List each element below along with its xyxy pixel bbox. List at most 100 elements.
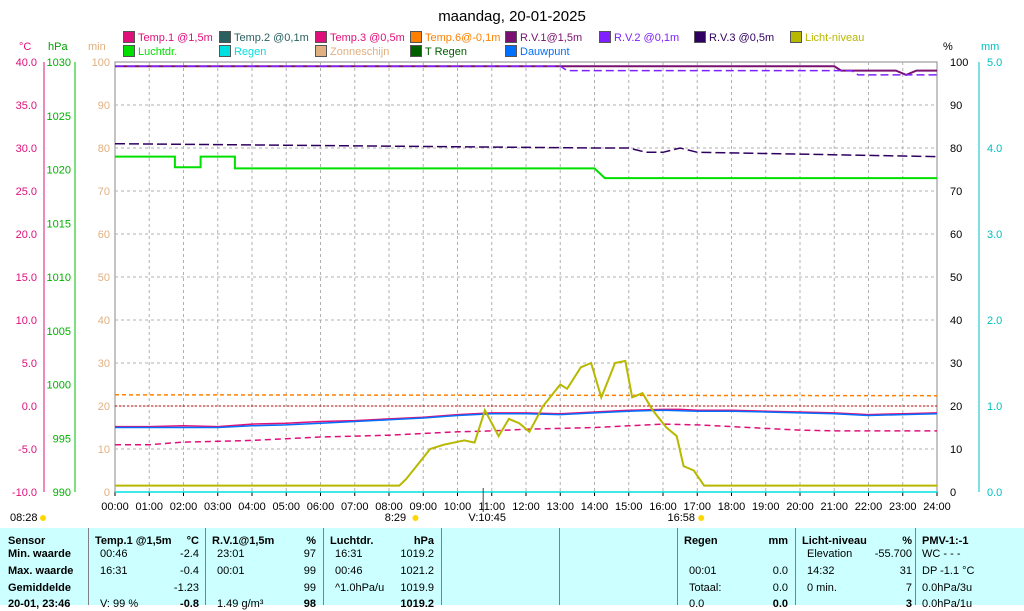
legend-item-luchtdr: Luchtdr. [123, 45, 177, 58]
minutes-tick-label: 20 [98, 401, 110, 413]
x-tick-label: 09:00 [409, 501, 437, 513]
pressure-tick-label: 990 [53, 487, 71, 499]
regen-header: Regen [684, 535, 718, 547]
table-row-label: Max. waarde [8, 565, 74, 577]
series-line-rv1 [115, 65, 937, 76]
x-tick-label: 16:00 [649, 501, 677, 513]
legend-label: Zonneschijn [330, 46, 390, 58]
chart-axes: °C hPa min% mm 40.0 35.0 30.0 25.0 20.0 15.0 10.0 5… [12, 41, 1002, 513]
temp1-value: -1.23 [173, 582, 199, 594]
legend-label: Temp.6@-0,1m [425, 32, 501, 44]
temp-tick-label: 30.0 [16, 143, 37, 155]
minutes-tick-label: 80 [98, 143, 110, 155]
sun-icon [40, 515, 46, 521]
humidity-tick-label: 100 [950, 57, 968, 69]
table-divider [323, 528, 324, 605]
temp-tick-label: 10.0 [16, 315, 37, 327]
legend-swatch [694, 31, 706, 43]
marker-label: V:10:45 [468, 512, 506, 524]
minutes-tick-label: 60 [98, 229, 110, 241]
legend-swatch [505, 31, 517, 43]
luchtdr-time: ^1.0hPa/u [335, 582, 385, 594]
table-row-label: Gemiddelde [8, 582, 71, 594]
licht-value: 31 [899, 565, 912, 577]
humidity-tick-label: 0 [950, 487, 956, 499]
x-tick-label: 03:00 [204, 501, 232, 513]
x-tick-label: 24:00 [923, 501, 951, 513]
weather-chart: maandag, 20-01-2025 °C hPa min% mm 40.0 35.0 3… [10, 8, 1002, 524]
pressure-tick-label: 1030 [47, 57, 71, 69]
temp-tick-label: -5.0 [18, 444, 37, 456]
rv1-value: 97 [303, 548, 316, 560]
marker-label: 16:58 [667, 512, 695, 524]
humidity-axis-unit: % [943, 41, 953, 53]
legend-swatch [315, 31, 327, 43]
pmv-value: DP -1.1 °C [922, 565, 975, 577]
marker-label: 08:28 [10, 512, 38, 524]
licht-unit: % [902, 535, 912, 547]
legend-item-rv2: R.V.2 @0,1m [599, 31, 679, 44]
legend-swatch [505, 45, 517, 57]
temp1-value: -0.4 [180, 565, 199, 577]
humidity-tick-label: 30 [950, 358, 962, 370]
temp-tick-label: 35.0 [16, 100, 37, 112]
temp-axis-unit: °C [19, 41, 31, 53]
legend-swatch [790, 31, 802, 43]
legend-swatch [219, 31, 231, 43]
pmv-value: WC - - - [922, 548, 961, 560]
table-divider [915, 528, 916, 605]
temp-tick-label: 25.0 [16, 186, 37, 198]
x-tick-label: 17:00 [683, 501, 711, 513]
licht-value: 7 [905, 582, 912, 594]
legend-swatch [599, 31, 611, 43]
table-row-label: Min. waarde [8, 548, 71, 560]
x-tick-label: 11:00 [478, 501, 505, 513]
pmv-header: PMV-1:-1 [922, 535, 969, 547]
pressure-tick-label: 1025 [47, 111, 71, 123]
legend-label: Luchtdr. [138, 46, 178, 58]
luchtdr-unit: hPa [413, 535, 434, 547]
legend-swatch [410, 45, 422, 57]
minutes-tick-label: 10 [98, 444, 110, 456]
legend-label: Temp.1 @1,5m [138, 32, 213, 44]
luchtdr-value: 1021.2 [400, 565, 434, 577]
series-line-licht [115, 359, 937, 487]
minutes-tick-label: 40 [98, 315, 110, 327]
legend-label: Temp.3 @0,5m [330, 32, 405, 44]
legend-label: R.V.3 @0,5m [709, 32, 775, 44]
rv1-value: 99 [303, 565, 316, 577]
pmv-value: 0.0hPa/3u [922, 582, 973, 594]
rv1-time: 23:01 [217, 548, 245, 560]
pressure-tick-label: 1005 [47, 326, 71, 338]
temp1-unit: °C [186, 535, 199, 547]
rv1-unit: % [306, 535, 316, 547]
legend-swatch [123, 31, 135, 43]
legend-label: Regen [234, 46, 267, 58]
table-divider [677, 528, 678, 605]
x-tick-label: 07:00 [341, 501, 369, 513]
x-tick-label: 10:00 [444, 501, 472, 513]
humidity-tick-label: 50 [950, 272, 962, 284]
legend-item-temp2: Temp.2 @0,1m [219, 31, 309, 44]
luchtdr-value: 1019.2 [400, 548, 434, 560]
pressure-tick-label: 1010 [47, 272, 71, 284]
luchtdr-time: 16:31 [335, 548, 363, 560]
x-tick-label: 21:00 [820, 501, 848, 513]
x-tick-label: 22:00 [855, 501, 883, 513]
series-line-temp1 [115, 408, 938, 428]
series-line-rv2 [115, 65, 937, 76]
legend-swatch [123, 45, 135, 57]
rain-tick-label: 1.0 [987, 401, 1002, 413]
chart-title: maandag, 20-01-2025 [438, 8, 586, 25]
minutes-tick-label: 50 [98, 272, 110, 284]
luchtdr-header: Luchtdr. [330, 535, 374, 547]
minutes-tick-label: 70 [98, 186, 110, 198]
x-tick-label: 23:00 [889, 501, 917, 513]
legend-item-temp3: Temp.3 @0,5m [315, 31, 405, 44]
licht-time: 14:32 [807, 565, 835, 577]
chart-markers: 08:28 8:29 V:10:45 16:58 [10, 488, 705, 524]
x-tick-label: 13:00 [546, 501, 574, 513]
legend-label: Dauwpunt [520, 46, 570, 58]
legend-item-dauwpunt: Dauwpunt [505, 45, 570, 58]
table-divider [441, 528, 442, 605]
